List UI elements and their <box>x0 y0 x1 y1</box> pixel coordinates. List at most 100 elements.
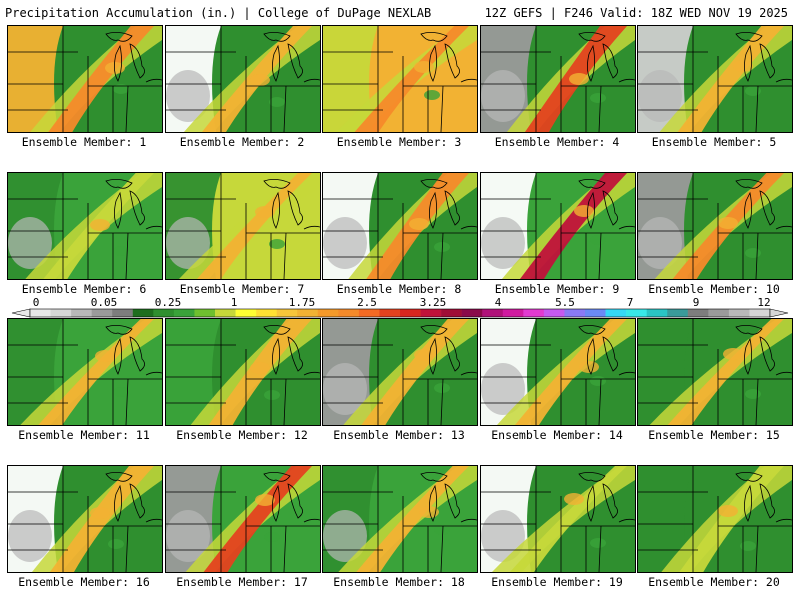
member-label-15: Ensemble Member: 15 <box>648 428 780 442</box>
member-label-5: Ensemble Member: 5 <box>651 135 777 149</box>
precip-field-9 <box>481 173 635 279</box>
precip-field-18 <box>323 466 477 572</box>
ensemble-map-3 <box>322 25 478 133</box>
precip-field-5 <box>638 26 792 132</box>
member-label-3: Ensemble Member: 3 <box>336 135 462 149</box>
member-label-19: Ensemble Member: 19 <box>491 575 623 589</box>
colorbar-segment <box>441 309 462 317</box>
colorbar-segment <box>626 309 647 317</box>
colorbar-tick-label: 9 <box>692 296 700 309</box>
ensemble-map-2 <box>165 25 321 133</box>
colorbar-segment <box>153 309 175 317</box>
colorbar-tick-label: 5.5 <box>555 296 575 309</box>
colorbar-right-arrow <box>769 308 789 318</box>
colorbar-segment <box>543 309 565 317</box>
colorbar-segment <box>338 309 360 317</box>
member-label-10: Ensemble Member: 10 <box>648 282 780 296</box>
colorbar-segment <box>461 309 483 317</box>
member-label-14: Ensemble Member: 14 <box>491 428 623 442</box>
colorbar-segment <box>708 309 730 317</box>
colorbar-segment <box>564 309 586 317</box>
precip-field-1 <box>8 26 162 132</box>
colorbar-left-arrow <box>11 308 31 318</box>
colorbar-segment <box>585 309 606 317</box>
colorbar-segment <box>30 309 51 317</box>
precip-field-14 <box>481 319 635 425</box>
member-label-20: Ensemble Member: 20 <box>648 575 780 589</box>
colorbar-tick-label: 3.25 <box>419 296 447 309</box>
colorbar-segment <box>646 309 668 317</box>
colorbar-tick-label: 1.75 <box>288 296 316 309</box>
ensemble-map-14 <box>480 318 636 426</box>
precip-field-16 <box>8 466 162 572</box>
precip-field-2 <box>166 26 320 132</box>
precip-field-15 <box>638 319 792 425</box>
member-label-18: Ensemble Member: 18 <box>333 575 465 589</box>
member-label-4: Ensemble Member: 4 <box>494 135 620 149</box>
precip-field-4 <box>481 26 635 132</box>
precip-field-20 <box>638 466 792 572</box>
colorbar-tick-label: 0.25 <box>154 296 182 309</box>
precip-field-6 <box>8 173 162 279</box>
ensemble-map-13 <box>322 318 478 426</box>
ensemble-map-15 <box>637 318 793 426</box>
colorbar-segment <box>728 309 750 317</box>
colorbar-tick-label: 4 <box>494 296 502 309</box>
colorbar-segment <box>482 309 504 317</box>
member-label-2: Ensemble Member: 2 <box>179 135 305 149</box>
member-label-8: Ensemble Member: 8 <box>336 282 462 296</box>
colorbar-segment <box>317 309 339 317</box>
colorbar-segment <box>523 309 545 317</box>
colorbar-segment <box>256 309 277 317</box>
colorbar-segment <box>667 309 689 317</box>
precip-field-19 <box>481 466 635 572</box>
ensemble-map-1 <box>7 25 163 133</box>
colorbar-tick-label: 0.05 <box>90 296 118 309</box>
precip-field-12 <box>166 319 320 425</box>
colorbar-segment <box>173 309 195 317</box>
ensemble-map-12 <box>165 318 321 426</box>
colorbar-segment <box>71 309 92 317</box>
ensemble-map-10 <box>637 172 793 280</box>
precip-field-10 <box>638 173 792 279</box>
colorbar-segment <box>297 309 319 317</box>
colorbar: 0 0.05 0.25 1 1.75 2.5 3.25 4 5.5 7 9 12 <box>0 296 800 320</box>
precip-field-17 <box>166 466 320 572</box>
colorbar-segment <box>605 309 627 317</box>
ensemble-map-17 <box>165 465 321 573</box>
ensemble-map-4 <box>480 25 636 133</box>
member-label-1: Ensemble Member: 1 <box>21 135 147 149</box>
member-label-9: Ensemble Member: 9 <box>494 282 620 296</box>
colorbar-segment <box>420 309 442 317</box>
colorbar-segment <box>91 309 113 317</box>
ensemble-map-18 <box>322 465 478 573</box>
colorbar-segment <box>400 309 421 317</box>
member-label-12: Ensemble Member: 12 <box>176 428 308 442</box>
colorbar-tick-label: 2.5 <box>357 296 377 309</box>
colorbar-segment <box>215 309 236 317</box>
colorbar-segment <box>502 309 524 317</box>
member-label-13: Ensemble Member: 13 <box>333 428 465 442</box>
ensemble-map-5 <box>637 25 793 133</box>
colorbar-segment <box>132 309 154 317</box>
colorbar-segment <box>50 309 72 317</box>
colorbar-tick-label: 12 <box>757 296 771 309</box>
member-label-7: Ensemble Member: 7 <box>179 282 305 296</box>
run-valid-time: 12Z GEFS | F246 Valid: 18Z WED NOV 19 20… <box>484 6 788 20</box>
ensemble-map-11 <box>7 318 163 426</box>
precip-field-8 <box>323 173 477 279</box>
ensemble-map-7 <box>165 172 321 280</box>
member-label-16: Ensemble Member: 16 <box>18 575 150 589</box>
colorbar-segment <box>687 309 709 317</box>
precip-field-3 <box>323 26 477 132</box>
precip-field-11 <box>8 319 162 425</box>
ensemble-map-9 <box>480 172 636 280</box>
ensemble-map-19 <box>480 465 636 573</box>
precip-field-13 <box>323 319 477 425</box>
member-label-6: Ensemble Member: 6 <box>21 282 147 296</box>
ensemble-map-8 <box>322 172 478 280</box>
colorbar-segment <box>194 309 216 317</box>
colorbar-tick-label: 0 <box>32 296 40 309</box>
colorbar-tick-label: 7 <box>626 296 634 309</box>
colorbar-segment <box>358 309 380 317</box>
